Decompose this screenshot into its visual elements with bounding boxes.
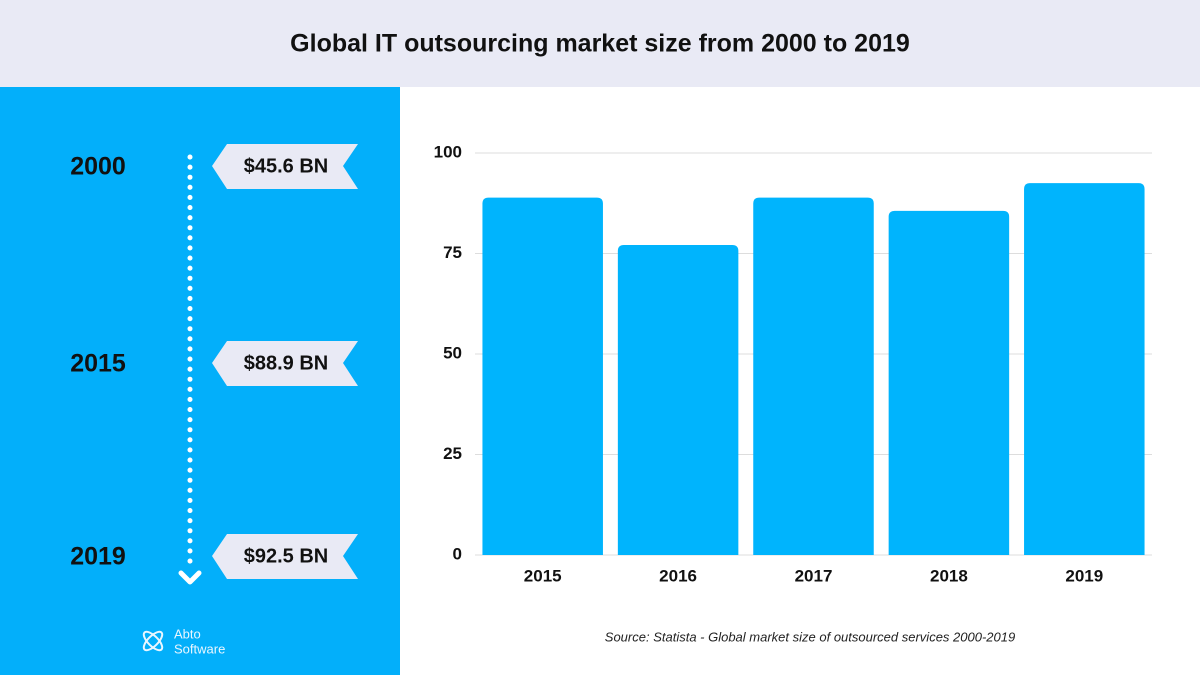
x-tick-label: 2015 (524, 566, 562, 585)
x-tick-label: 2016 (659, 566, 697, 585)
bar (753, 197, 874, 555)
timeline-tag (212, 144, 358, 189)
y-tick-label: 75 (443, 243, 462, 262)
timeline-arrow (178, 570, 202, 585)
timeline-year: 2000 (70, 153, 126, 181)
page-title: Global IT outsourcing market size from 2… (290, 30, 910, 58)
bar (888, 210, 1010, 555)
logo-icon (142, 630, 164, 652)
timeline-tag (212, 341, 358, 386)
bar (617, 245, 739, 556)
y-tick-label: 25 (443, 444, 462, 463)
timeline-year: 2015 (70, 350, 126, 378)
timeline-tag (212, 534, 358, 579)
y-tick-label: 0 (453, 544, 462, 563)
x-tick-label: 2017 (795, 566, 833, 585)
logo-text: Software (174, 641, 225, 656)
source-note: Source: Statista - Global market size of… (605, 629, 1015, 644)
y-tick-label: 50 (443, 343, 462, 362)
logo-text: Abto (174, 626, 201, 641)
header-band (0, 0, 1200, 87)
timeline-label: $45.6 BN (244, 155, 329, 177)
logo-icon (142, 630, 164, 652)
timeline-label: $88.9 BN (244, 352, 329, 374)
bar (1024, 183, 1145, 555)
x-tick-label: 2019 (1065, 566, 1103, 585)
timeline-label: $92.5 BN (244, 545, 329, 567)
x-tick-label: 2018 (930, 566, 968, 585)
logo: Abto Software (142, 626, 225, 656)
timeline-year: 2019 (70, 543, 126, 571)
y-tick-label: 100 (434, 142, 462, 161)
bar (482, 197, 603, 555)
